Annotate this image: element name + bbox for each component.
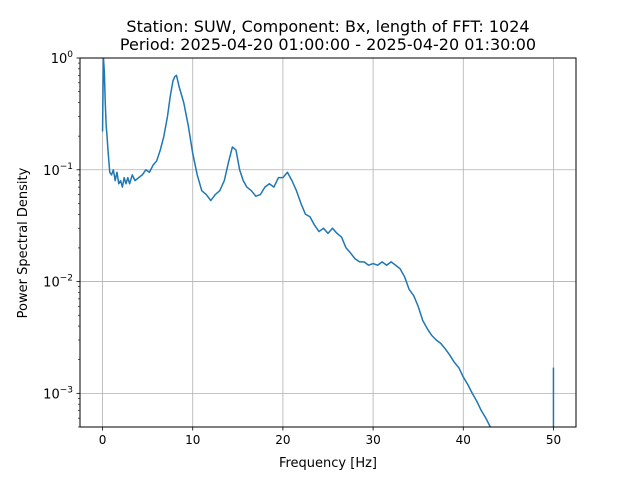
x-tick-label: 50 bbox=[546, 433, 561, 447]
y-tick-label: 10−3 bbox=[43, 385, 73, 402]
chart-title-line-2: Period: 2025-04-20 01:00:00 - 2025-04-20… bbox=[119, 35, 537, 54]
y-axis-label: Power Spectral Density bbox=[16, 167, 31, 318]
psd-series-line bbox=[101, 58, 491, 427]
y-tick-label: 100 bbox=[51, 50, 74, 67]
plot-frame bbox=[79, 57, 577, 428]
y-axis-ticks: 10−3 10−2 10−1 100 bbox=[43, 50, 80, 428]
x-axis-label: Frequency [Hz] bbox=[279, 456, 377, 471]
data-series bbox=[101, 58, 555, 427]
x-tick-label: 30 bbox=[365, 433, 380, 447]
x-tick-label: 0 bbox=[99, 433, 107, 447]
x-axis-ticks: 0 10 20 30 40 50 bbox=[99, 427, 561, 447]
chart-title-line-1: Station: SUW, Component: Bx, length of F… bbox=[126, 17, 530, 36]
y-tick-label: 10−2 bbox=[43, 274, 73, 291]
y-tick-label: 10−1 bbox=[43, 162, 73, 179]
x-tick-label: 20 bbox=[275, 433, 290, 447]
x-tick-label: 10 bbox=[185, 433, 200, 447]
grid-lines bbox=[80, 57, 576, 427]
x-tick-label: 40 bbox=[456, 433, 471, 447]
